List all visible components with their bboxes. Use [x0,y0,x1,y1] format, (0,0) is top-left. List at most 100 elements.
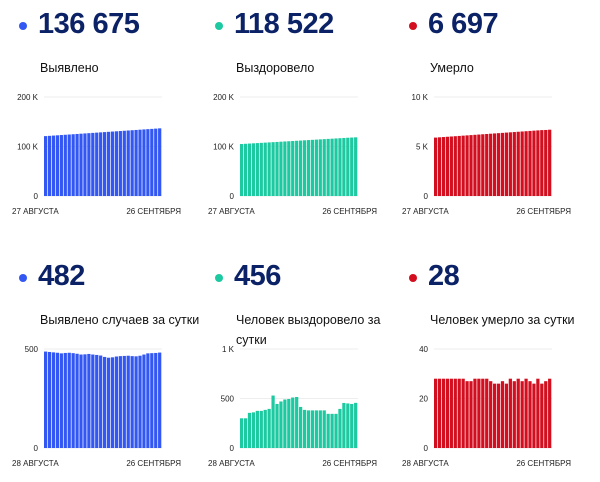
bar [524,378,528,448]
stat-label: Выявлено случаев за сутки [40,313,200,327]
bar [516,378,520,448]
bar [334,138,338,196]
stat-label: Выявлено [40,61,99,75]
bar [118,356,122,448]
bar [481,378,485,448]
bar [51,135,56,196]
bar [51,352,56,448]
bar [453,136,457,196]
stat-label: Человек умерло за сутки [430,313,575,327]
bar [83,133,87,196]
bullet-icon [215,22,223,30]
bar [306,410,311,448]
bar [465,381,469,448]
bar [95,132,99,196]
bar-chart: 0 5 K 10 K 27 АВГУСТА 26 СЕНТЯБРЯ [402,93,571,216]
bar [540,383,544,448]
bar [330,413,334,448]
bar [75,133,79,196]
bar [243,418,248,448]
bar [158,352,162,448]
bar [437,378,442,448]
y-tick-label: 500 [221,395,235,404]
bar [279,401,283,448]
bar [493,133,497,196]
bullet-icon [19,22,27,30]
bar [441,378,446,448]
bar [291,141,295,196]
bar [55,352,60,448]
bar [287,141,291,196]
bar [130,130,134,196]
x-tick-label: 28 АВГУСТА [402,459,449,468]
bar [536,130,540,196]
bar [295,397,299,448]
bar [434,137,438,196]
bar [267,408,271,448]
bar [354,137,358,196]
bar [251,412,256,448]
bar [500,132,505,196]
x-tick-label: 26 СЕНТЯБРЯ [322,459,377,468]
y-tick-label: 100 K [17,143,39,152]
bar [154,352,158,448]
bar [544,381,548,448]
bar [91,132,95,196]
x-tick-label: 27 АВГУСТА [208,207,255,216]
bar [243,143,248,196]
bar [122,355,126,448]
bar [449,378,453,448]
bar [150,353,154,448]
bar [326,413,330,448]
bar [110,357,115,448]
bar [154,128,158,196]
stat-value: 6 697 [428,8,499,40]
bar [91,354,95,448]
bar [346,403,350,448]
bar [528,130,532,196]
bar [334,413,338,448]
bar [130,356,134,448]
bar [114,356,119,448]
bar-chart: 0 100 K 200 K 27 АВГУСТА 26 СЕНТЯБРЯ [208,93,377,216]
bar [275,141,279,196]
bar [473,378,477,448]
bar [434,378,438,448]
bar [255,143,259,196]
x-tick-label: 27 АВГУСТА [12,207,59,216]
bar [322,410,326,448]
bar [138,355,142,448]
bar [461,135,465,196]
stat-panel: 118 522 Выздоровело 0 100 K 200 K 27 АВГУСТА… [208,0,407,230]
bar [504,383,509,448]
bar [520,381,524,448]
bar [59,135,63,196]
bar [318,139,322,196]
stat-panel: 456 Человек выздоровело за сутки 0 500 1 K 2… [208,252,407,482]
x-tick-label: 26 СЕНТЯБРЯ [126,207,181,216]
y-tick-label: 500 [25,345,39,354]
bar [44,351,48,448]
bar [302,140,307,196]
bar [71,134,75,196]
bar [338,408,342,448]
bar [299,140,303,196]
bar [512,381,516,448]
bar [71,353,75,448]
bar [310,139,315,196]
bar [79,133,83,196]
bar [469,381,473,448]
bar [314,139,318,196]
stat-label: Выздоровело [236,61,315,75]
bar-chart: 0 100 K 200 K 27 АВГУСТА 26 СЕНТЯБРЯ [12,93,181,216]
y-tick-label: 0 [34,444,39,453]
bar [87,353,91,448]
bar [302,409,307,448]
bar [548,378,552,448]
stat-value: 28 [428,260,460,292]
bar [247,143,252,196]
stat-label: Умерло [430,61,474,75]
y-tick-label: 1 K [222,345,235,354]
bar [138,129,142,196]
stat-panel: 6 697 Умерло 0 5 K 10 K 27 АВГУСТА 26 СЕНТЯБР… [402,0,600,230]
